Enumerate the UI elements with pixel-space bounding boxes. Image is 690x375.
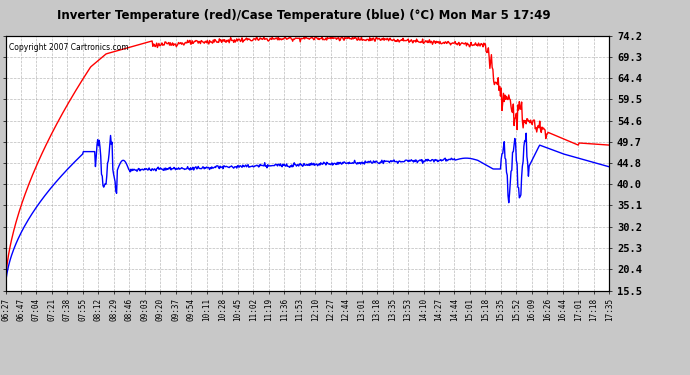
Text: Copyright 2007 Cartronics.com: Copyright 2007 Cartronics.com xyxy=(8,43,128,52)
Text: Inverter Temperature (red)/Case Temperature (blue) (°C) Mon Mar 5 17:49: Inverter Temperature (red)/Case Temperat… xyxy=(57,9,551,22)
